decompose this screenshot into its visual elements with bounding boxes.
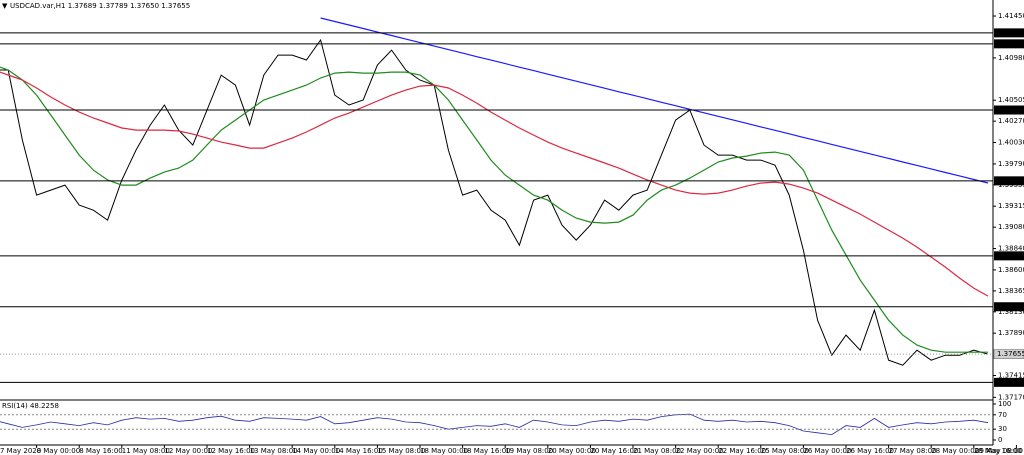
y-tick-label: 1.38365: [998, 287, 1024, 295]
series-line: [0, 38, 989, 366]
y-tick-label: 1.40505: [998, 96, 1024, 104]
x-tick-label: 26 May 16:00: [846, 447, 894, 455]
y-tick-label: 1.41450: [998, 12, 1024, 20]
series-line: [0, 71, 989, 297]
y-tick-label: 0: [998, 436, 1002, 444]
level-label: 1.41138: [997, 40, 1024, 48]
collapse-icon: ▼: [2, 2, 8, 10]
y-tick-label: 1.38130: [998, 308, 1024, 316]
plot-area: [0, 17, 989, 436]
x-tick-label: 25 May 08:00: [761, 447, 809, 455]
series-line: [320, 17, 989, 184]
x-tick-label: 12 May 00:00: [164, 447, 212, 455]
x-tick-label: 11 May 08:00: [122, 447, 170, 455]
level-label: 1.39600: [997, 177, 1024, 185]
x-tick-label: 28 May 00:00: [931, 447, 979, 455]
y-tick-label: 70: [998, 411, 1007, 419]
level-label: 1.38187: [997, 303, 1024, 311]
current-price-label: 1.37655: [997, 350, 1024, 358]
y-tick-label: 1.39790: [998, 160, 1024, 168]
x-tick-label: 18 May 16:00: [463, 447, 511, 455]
x-tick-label: 14 May 00:00: [292, 447, 340, 455]
level-label: 1.37338: [997, 378, 1024, 386]
x-tick-label: 19 May 08:00: [505, 447, 553, 455]
x-tick-label: 27 May 08:00: [889, 447, 937, 455]
chart-title: USDCAD.var,H1 1.37689 1.37789 1.37650 1.…: [10, 2, 190, 10]
series-line: [0, 66, 988, 353]
level-label: 1.41261: [997, 29, 1024, 37]
y-tick-label: 1.38600: [998, 266, 1024, 274]
x-tick-label: 12 May 16:00: [207, 447, 255, 455]
x-tick-label: 7 May 2020: [0, 447, 41, 455]
y-tick-label: 1.37890: [998, 329, 1024, 337]
y-tick-label: 1.40270: [998, 117, 1024, 125]
x-tick-label: 8 May 16:00: [79, 447, 123, 455]
level-label-box: [994, 105, 1024, 115]
x-tick-label: 21 May 08:00: [633, 447, 681, 455]
x-tick-label: 20 May 16:00: [590, 447, 638, 455]
level-label-box: [994, 302, 1024, 312]
y-tick-label: 1.38840: [998, 245, 1024, 253]
x-tick-label: 20 May 00:00: [548, 447, 596, 455]
level-label: 1.38758: [997, 252, 1024, 260]
level-label-box: [994, 377, 1024, 387]
y-tick-label: 100: [998, 400, 1011, 408]
y-tick-label: 1.37415: [998, 372, 1024, 380]
rsi-title: RSI(14) 48.2258: [2, 402, 59, 410]
x-tick-label: 29 May 08:00: [975, 447, 1023, 455]
x-tick-label: 8 May 00:00: [37, 447, 81, 455]
y-tick-label: 1.39315: [998, 202, 1024, 210]
x-tick-label: 15 May 08:00: [377, 447, 425, 455]
level-label-box: [994, 176, 1024, 186]
y-tick-label: 1.39080: [998, 223, 1024, 231]
level-label: 1.40395: [997, 106, 1024, 114]
x-tick-label: 26 May 00:00: [803, 447, 851, 455]
y-tick-label: 1.40030: [998, 139, 1024, 147]
x-tick-label: 22 May 00:00: [676, 447, 724, 455]
level-label-box: [994, 39, 1024, 49]
x-tick-label: 28 May 16:00: [974, 447, 1022, 455]
series-line: [0, 413, 989, 436]
y-tick-label: 1.40980: [998, 54, 1024, 62]
x-tick-label: 14 May 16:00: [335, 447, 383, 455]
x-tick-label: 18 May 00:00: [420, 447, 468, 455]
x-tick-label: 22 May 16:00: [718, 447, 766, 455]
level-label-box: [994, 28, 1024, 38]
x-tick-label: 13 May 08:00: [250, 447, 298, 455]
y-tick-label: 30: [998, 425, 1007, 433]
current-price-box: [993, 349, 1024, 359]
level-label-box: [994, 251, 1024, 261]
y-tick-label: 1.37170: [998, 393, 1024, 401]
